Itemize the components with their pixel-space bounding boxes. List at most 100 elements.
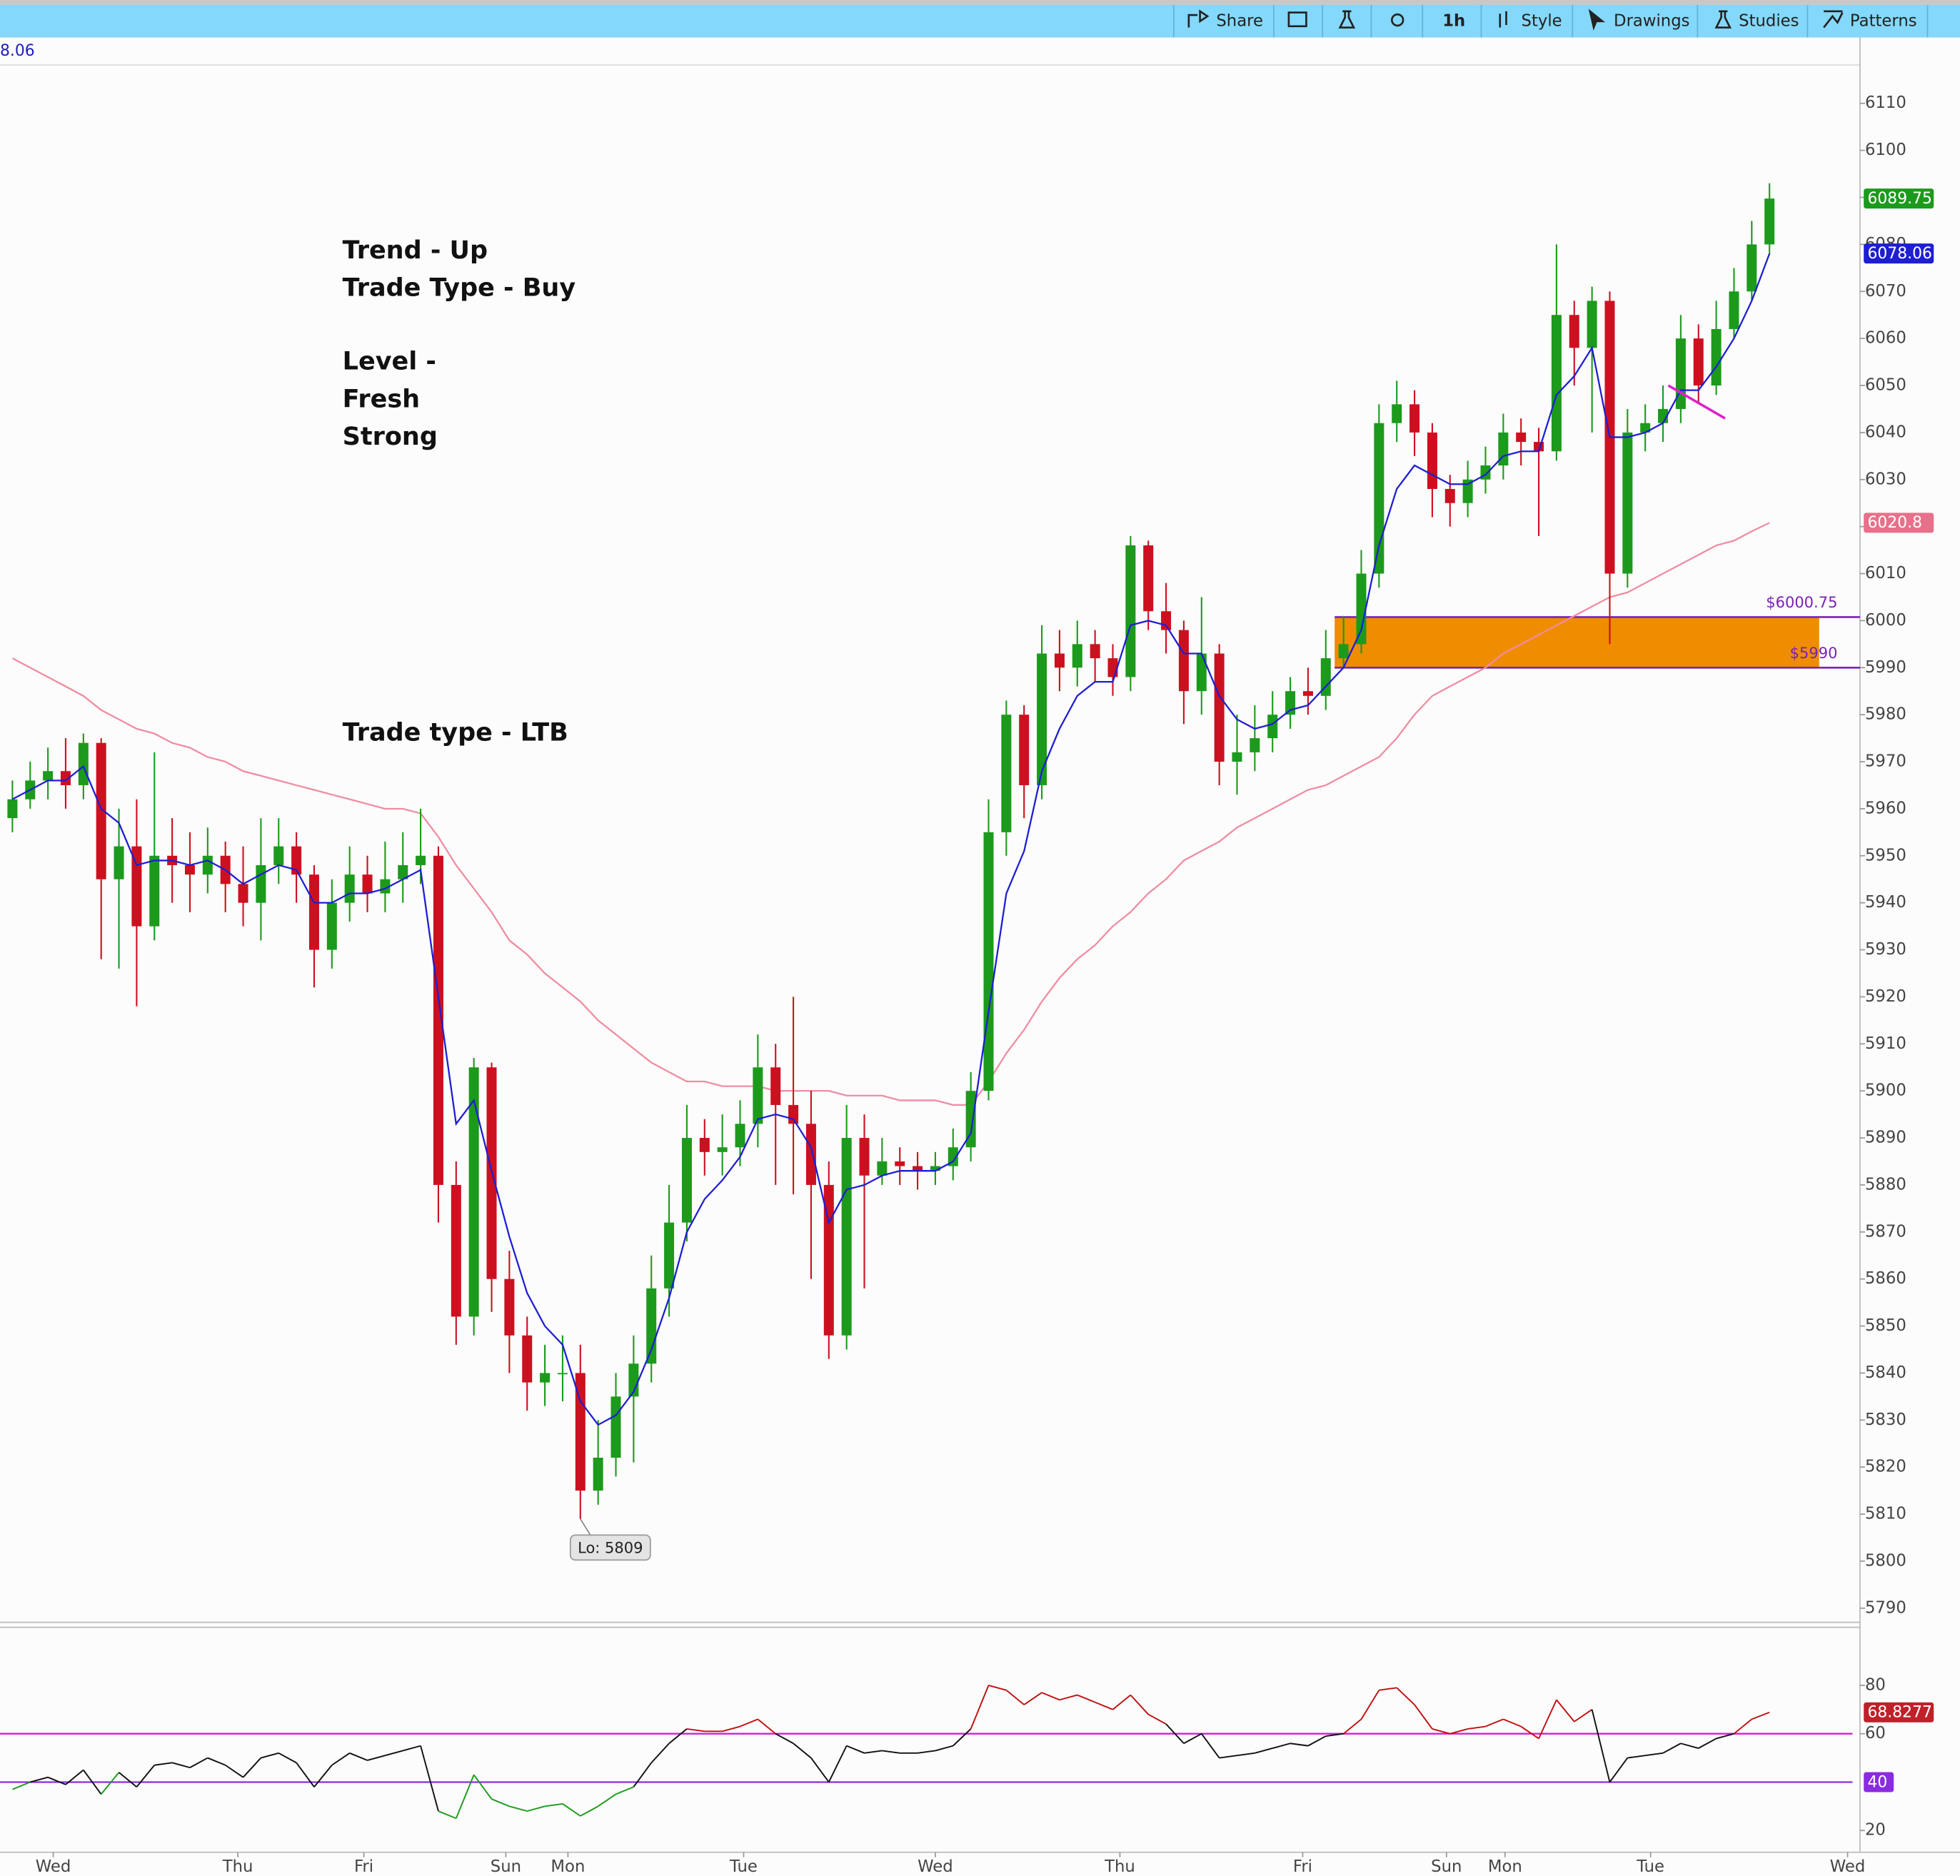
rsi-segment xyxy=(1680,1743,1699,1749)
rsi-segment xyxy=(1574,1709,1593,1723)
rsi-segment xyxy=(615,1786,634,1795)
zone-label: $5990 xyxy=(1790,645,1838,662)
toolbar-item[interactable]: 1h xyxy=(1442,11,1465,30)
rsi-segment xyxy=(882,1750,900,1754)
price-tag-label: 68.8277 xyxy=(1867,1704,1931,1722)
rsi-segment xyxy=(1005,1689,1025,1705)
rsi-segment xyxy=(30,1776,49,1783)
rsi-segment xyxy=(686,1728,705,1733)
candle-body xyxy=(540,1373,551,1383)
rsi-level-tag xyxy=(1864,1772,1894,1792)
candle-body xyxy=(1178,630,1189,692)
toolbar-item[interactable]: Studies xyxy=(1739,11,1799,30)
y-tick-label: 5990 xyxy=(1865,658,1906,677)
x-tick-label: Wed xyxy=(1830,1857,1866,1876)
x-tick-label: Wed xyxy=(36,1857,71,1876)
rsi-segment xyxy=(668,1728,688,1744)
rsi-segment xyxy=(1041,1692,1060,1701)
rsi-segment xyxy=(775,1733,794,1745)
candle-body xyxy=(965,1091,976,1148)
y-tick-label: 5890 xyxy=(1865,1129,1906,1147)
price-readout: 8.06 xyxy=(0,42,35,60)
snapshot-icon xyxy=(1287,11,1307,28)
y-tick-label: 5800 xyxy=(1865,1551,1906,1570)
y-tick-label: 6000 xyxy=(1865,611,1906,630)
candle-body xyxy=(805,1124,816,1185)
rsi-segment xyxy=(65,1769,84,1785)
candle-body xyxy=(1444,488,1455,503)
y-tick-label: 5930 xyxy=(1865,940,1906,959)
rsi-segment xyxy=(810,1758,830,1783)
rsi-segment xyxy=(1307,1735,1327,1747)
candle-body xyxy=(575,1373,586,1491)
rsi-segment xyxy=(917,1750,936,1754)
rsi-segment xyxy=(118,1772,138,1787)
candle-body xyxy=(1267,715,1278,739)
rsi-segment xyxy=(1095,1701,1113,1710)
rsi-segment xyxy=(1325,1733,1344,1738)
rsi-segment xyxy=(1130,1694,1149,1715)
y-tick-label: 6070 xyxy=(1865,282,1906,301)
ema-line xyxy=(11,253,1771,1426)
rsi-segment xyxy=(1485,1718,1504,1728)
rsi-segment xyxy=(1112,1694,1131,1710)
candle-body xyxy=(735,1124,745,1148)
candle-body xyxy=(7,799,18,819)
rsi-segment xyxy=(509,1805,528,1812)
toolbar-item[interactable]: Drawings xyxy=(1614,11,1689,30)
candle-body xyxy=(344,874,355,903)
x-tick-label: Mon xyxy=(1488,1857,1522,1876)
toolbar-item[interactable]: Style xyxy=(1522,11,1562,30)
annotation: Trend - Up xyxy=(343,236,488,265)
drawings-icon xyxy=(1588,9,1606,31)
toolbar-item[interactable]: Patterns xyxy=(1850,11,1917,30)
rsi-level-tag-label: 40 xyxy=(1867,1773,1887,1791)
candle-body xyxy=(433,855,443,1185)
x-tick-label: Fri xyxy=(354,1857,373,1876)
rsi-segment xyxy=(1396,1687,1415,1705)
zone xyxy=(1335,617,1819,668)
rsi-segment xyxy=(633,1762,653,1787)
price-tag xyxy=(1864,243,1934,264)
candle-body xyxy=(717,1147,728,1152)
rsi-segment xyxy=(1662,1743,1682,1754)
rsi-segment xyxy=(1591,1709,1611,1782)
price-tag xyxy=(1864,1702,1934,1723)
rsi-segment xyxy=(207,1757,226,1766)
toolbar-item[interactable]: Share xyxy=(1216,11,1263,30)
candle-body xyxy=(1498,432,1509,466)
candle-body xyxy=(788,1104,799,1124)
rsi-segment xyxy=(261,1752,279,1759)
rsi-segment xyxy=(473,1774,493,1800)
candle-body xyxy=(1072,644,1082,668)
rsi-segment xyxy=(1290,1743,1309,1747)
rsi-segment xyxy=(100,1772,120,1795)
annotation: Strong xyxy=(343,423,438,451)
rsi-segment xyxy=(242,1757,262,1778)
candle-body xyxy=(610,1396,621,1458)
rsi-segment xyxy=(1255,1748,1273,1754)
rsi-segment xyxy=(598,1793,617,1807)
rsi-segment xyxy=(491,1798,510,1807)
candle-body xyxy=(895,1161,905,1166)
low-label-box xyxy=(569,1534,651,1561)
price-tag xyxy=(1864,188,1934,209)
candle-body xyxy=(184,864,195,875)
toolbar xyxy=(0,5,1960,38)
candle-body xyxy=(1250,738,1260,752)
y-tick-label: 5860 xyxy=(1865,1269,1906,1288)
rsi-segment xyxy=(1360,1690,1380,1720)
candle-body xyxy=(1409,404,1420,433)
rsi-segment xyxy=(1627,1755,1646,1759)
style-icon xyxy=(1499,11,1507,28)
candle-body xyxy=(78,742,89,785)
y-tick-label: 5980 xyxy=(1865,705,1906,724)
rsi-segment xyxy=(47,1776,66,1785)
price-tag-label: 6078.06 xyxy=(1867,245,1931,263)
rsi-segment xyxy=(402,1745,421,1752)
y-tick-label: 5950 xyxy=(1865,846,1906,864)
rsi-segment xyxy=(189,1757,208,1768)
candle-body xyxy=(983,832,994,1091)
x-tick-label: Sun xyxy=(491,1857,521,1876)
